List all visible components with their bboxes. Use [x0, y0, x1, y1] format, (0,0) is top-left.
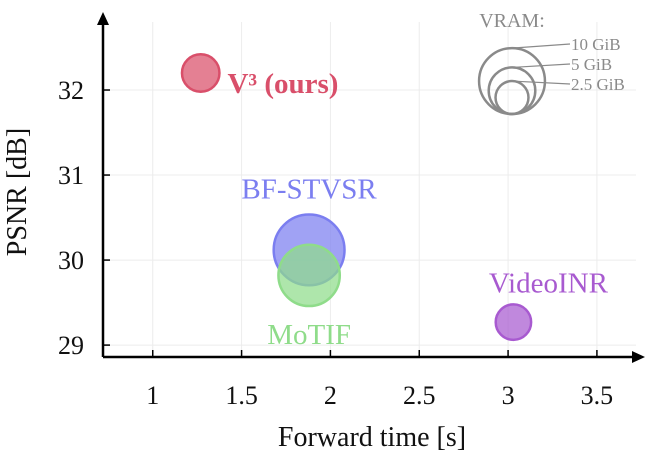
x-tick-label: 3.5: [581, 381, 614, 410]
x-tick-label: 3: [502, 381, 515, 410]
legend-label-5-gib: 5 GiB: [571, 55, 612, 74]
y-tick-label: 32: [58, 76, 84, 105]
y-axis-arrow: [97, 12, 109, 25]
x-tick-label: 1.5: [225, 381, 258, 410]
y-tick-label: 29: [58, 331, 84, 360]
x-tick-label: 1: [146, 381, 159, 410]
x-tick-label: 2: [324, 381, 337, 410]
point-label-videoinr: VideoINR: [489, 267, 609, 299]
data-points: V³ (ours) BF-STVSR MoTIF VideoINR: [180, 53, 609, 351]
grid: [103, 22, 636, 357]
point-label-bf-stvsr: BF-STVSR: [241, 173, 377, 205]
y-tick-label: 31: [58, 161, 84, 190]
x-tick-label: 2.5: [403, 381, 436, 410]
tick-labels: 1 1.5 2 2.5 3 3.5 29 30 31 32: [58, 76, 613, 410]
x-axis-title: Forward time [s]: [278, 422, 466, 453]
point-videoinr: [494, 303, 533, 342]
legend-title: VRAM:: [479, 10, 545, 32]
point-motif: [277, 243, 342, 308]
axes: [97, 12, 645, 363]
legend-label-10-gib: 10 GiB: [571, 35, 621, 54]
legend-leader-5-gib: [511, 63, 571, 69]
y-tick-label: 30: [58, 246, 84, 275]
y-axis-title: PSNR [dB]: [2, 128, 33, 256]
x-axis-arrow: [632, 351, 645, 363]
legend-circle-2-5-gib: [494, 79, 530, 116]
legend-label-2-5-gib: 2.5 GiB: [571, 75, 625, 94]
point-v-ours: [180, 53, 221, 94]
point-label-v-ours: V³ (ours): [227, 68, 338, 100]
point-label-motif: MoTIF: [267, 319, 351, 351]
legend-leader-2-5-gib: [511, 80, 571, 85]
legend-leader-10-gib: [511, 43, 571, 49]
